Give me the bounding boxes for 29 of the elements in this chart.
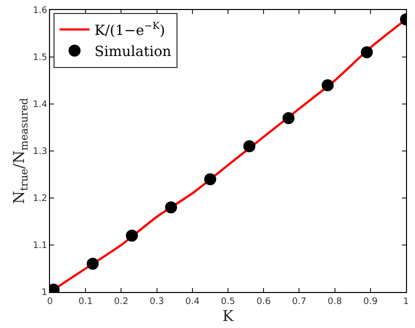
point <box>204 173 216 186</box>
x-tick-label: 0.3 <box>150 296 164 307</box>
x-tick-label: 0.7 <box>292 296 306 307</box>
point <box>322 79 334 92</box>
x-tick-label: 0.4 <box>185 296 200 307</box>
y-tick-label: 1.2 <box>32 194 48 204</box>
x-axis-title: K <box>222 306 234 325</box>
point <box>165 201 178 214</box>
point <box>360 46 373 58</box>
y-tick-label: 1.3 <box>32 147 48 158</box>
x-tick-label: 1 <box>403 296 409 307</box>
x-tick-label: 0.1 <box>78 296 93 307</box>
legend-label: K/(1−e$^{−K}$) <box>94 21 166 39</box>
x-tick-label: 0.2 <box>114 296 128 307</box>
x-tick-label: 0 <box>47 296 54 307</box>
y-tick-label: 1.1 <box>32 241 48 252</box>
legend-label: Simulation <box>94 44 172 60</box>
point <box>282 112 295 124</box>
point <box>243 140 256 152</box>
y-tick-label: 1 <box>41 288 48 298</box>
x-tick-label: 0.5 <box>220 296 236 307</box>
x-tick-label: 0.8 <box>328 296 342 307</box>
y-tick-label: 1.6 <box>32 6 48 16</box>
x-tick-label: 0.6 <box>256 296 272 307</box>
point <box>126 230 138 242</box>
x-tick-label: 0.9 <box>363 296 378 307</box>
point <box>86 258 99 270</box>
y-tick-label: 1.5 <box>32 53 48 64</box>
y-tick-label: 1.4 <box>32 100 48 110</box>
